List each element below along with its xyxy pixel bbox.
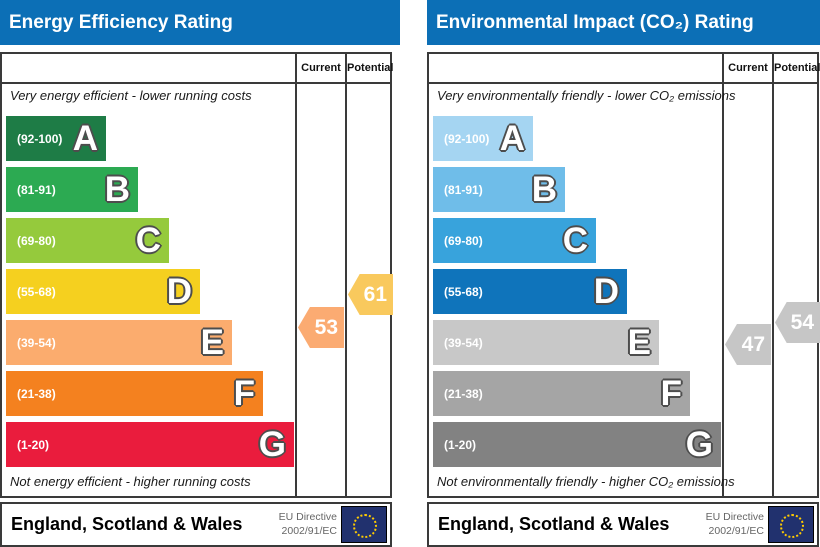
band-f: (21-38) F — [6, 371, 263, 416]
band-b-grade: B — [531, 170, 557, 209]
band-d-grade: D — [593, 272, 619, 311]
band-e-range: (39-54) — [444, 335, 483, 350]
potential-column-header: Potential — [347, 62, 394, 74]
column-header-divider — [429, 82, 817, 84]
top-caption: Very environmentally friendly - lower CO… — [437, 88, 736, 103]
band-g: (1-20) G — [6, 422, 294, 467]
band-row-c: (69-80) C — [6, 218, 294, 269]
band-row-f: (21-38) F — [6, 371, 294, 422]
footer-right: EU Directive 2002/91/EC — [279, 506, 387, 543]
band-g-grade: G — [258, 425, 286, 464]
band-row-g: (1-20) G — [433, 422, 721, 473]
band-g: (1-20) G — [433, 422, 721, 467]
band-a: (92-100) A — [433, 116, 533, 161]
band-f-grade: F — [660, 374, 682, 413]
potential-rating-arrow: 61 — [348, 274, 393, 315]
current-rating-arrow: 53 — [298, 307, 344, 348]
eu-directive-line1: EU Directive — [278, 511, 337, 524]
band-row-d: (55-68) D — [6, 269, 294, 320]
co2-panel-title: Environmental Impact (CO₂) Rating — [427, 0, 820, 45]
band-row-a: (92-100) A — [433, 116, 721, 167]
current-column-divider — [295, 54, 297, 496]
region-label: England, Scotland & Wales — [438, 514, 670, 534]
potential-column-divider — [345, 54, 347, 496]
band-row-e: (39-54) E — [433, 320, 721, 371]
band-row-a: (92-100) A — [6, 116, 294, 167]
band-d: (55-68) D — [6, 269, 200, 314]
potential-column-header: Potential — [774, 62, 820, 74]
band-d-range: (55-68) — [444, 284, 483, 299]
band-d-grade: D — [166, 272, 192, 311]
band-e-grade: E — [627, 323, 651, 362]
current-column-header: Current — [301, 62, 341, 74]
band-f: (21-38) F — [433, 371, 690, 416]
band-b-range: (81-91) — [444, 182, 483, 197]
band-b: (81-91) B — [433, 167, 565, 212]
eu-flag-stars — [353, 513, 377, 538]
region-label: England, Scotland & Wales — [11, 514, 243, 534]
band-c: (69-80) C — [433, 218, 596, 263]
band-g-range: (1-20) — [444, 437, 477, 452]
band-c-grade: C — [562, 221, 588, 260]
band-a-range: (92-100) — [444, 131, 490, 146]
band-row-b: (81-91) B — [433, 167, 721, 218]
eu-flag-icon — [341, 506, 387, 543]
band-row-e: (39-54) E — [6, 320, 294, 371]
band-row-d: (55-68) D — [433, 269, 721, 320]
band-a-grade: A — [499, 119, 525, 158]
band-g-range: (1-20) — [17, 437, 50, 452]
eu-flag-stars — [780, 513, 804, 538]
band-a: (92-100) A — [6, 116, 106, 161]
bottom-caption: Not environmentally friendly - higher CO… — [437, 474, 735, 489]
band-a-range: (92-100) — [17, 131, 63, 146]
eu-flag-icon — [768, 506, 814, 543]
band-row-c: (69-80) C — [433, 218, 721, 269]
co2-rating-table: Current Potential Very environmentally f… — [427, 52, 820, 498]
column-header-divider — [2, 82, 390, 84]
band-d-range: (55-68) — [17, 284, 56, 299]
potential-column-divider — [772, 54, 774, 496]
energy-rating-table: Current Potential Very energy efficient … — [0, 52, 394, 498]
band-b-range: (81-91) — [17, 182, 56, 197]
band-f-range: (21-38) — [17, 386, 56, 401]
band-b: (81-91) B — [6, 167, 138, 212]
environmental-impact-panel: Environmental Impact (CO₂) Rating Curren… — [427, 0, 820, 547]
eu-directive-line1: EU Directive — [705, 511, 764, 524]
band-row-b: (81-91) B — [6, 167, 294, 218]
band-row-g: (1-20) G — [6, 422, 294, 473]
band-e-grade: E — [200, 323, 224, 362]
band-g-grade: G — [685, 425, 713, 464]
current-column-header: Current — [728, 62, 768, 74]
band-row-f: (21-38) F — [433, 371, 721, 422]
current-rating-arrow: 47 — [725, 324, 771, 365]
bottom-caption: Not energy efficient - higher running co… — [10, 474, 251, 489]
energy-panel-footer: England, Scotland & Wales EU Directive 2… — [0, 502, 392, 547]
band-d: (55-68) D — [433, 269, 627, 314]
band-f-range: (21-38) — [444, 386, 483, 401]
energy-efficiency-panel: Energy Efficiency Rating Current Potenti… — [0, 0, 404, 547]
band-c-range: (69-80) — [444, 233, 483, 248]
band-c-grade: C — [135, 221, 161, 260]
co2-panel-footer: England, Scotland & Wales EU Directive 2… — [427, 502, 819, 547]
co2-band-scale: (92-100) A (81-91) B (69-80) C — [433, 116, 721, 473]
current-column-divider — [722, 54, 724, 496]
band-b-grade: B — [104, 170, 130, 209]
band-a-grade: A — [72, 119, 98, 158]
band-f-grade: F — [233, 374, 255, 413]
footer-right: EU Directive 2002/91/EC — [706, 506, 814, 543]
band-e: (39-54) E — [6, 320, 232, 365]
band-c-range: (69-80) — [17, 233, 56, 248]
band-c: (69-80) C — [6, 218, 169, 263]
top-caption: Very energy efficient - lower running co… — [10, 88, 252, 103]
eu-directive-label: EU Directive 2002/91/EC — [706, 511, 764, 537]
band-e: (39-54) E — [433, 320, 659, 365]
eu-directive-line2: 2002/91/EC — [708, 524, 764, 537]
energy-band-scale: (92-100) A (81-91) B (69-80) C — [6, 116, 294, 473]
potential-rating-arrow: 54 — [775, 302, 820, 343]
energy-panel-title: Energy Efficiency Rating — [0, 0, 400, 45]
eu-directive-line2: 2002/91/EC — [281, 524, 337, 537]
eu-directive-label: EU Directive 2002/91/EC — [279, 511, 337, 537]
band-e-range: (39-54) — [17, 335, 56, 350]
